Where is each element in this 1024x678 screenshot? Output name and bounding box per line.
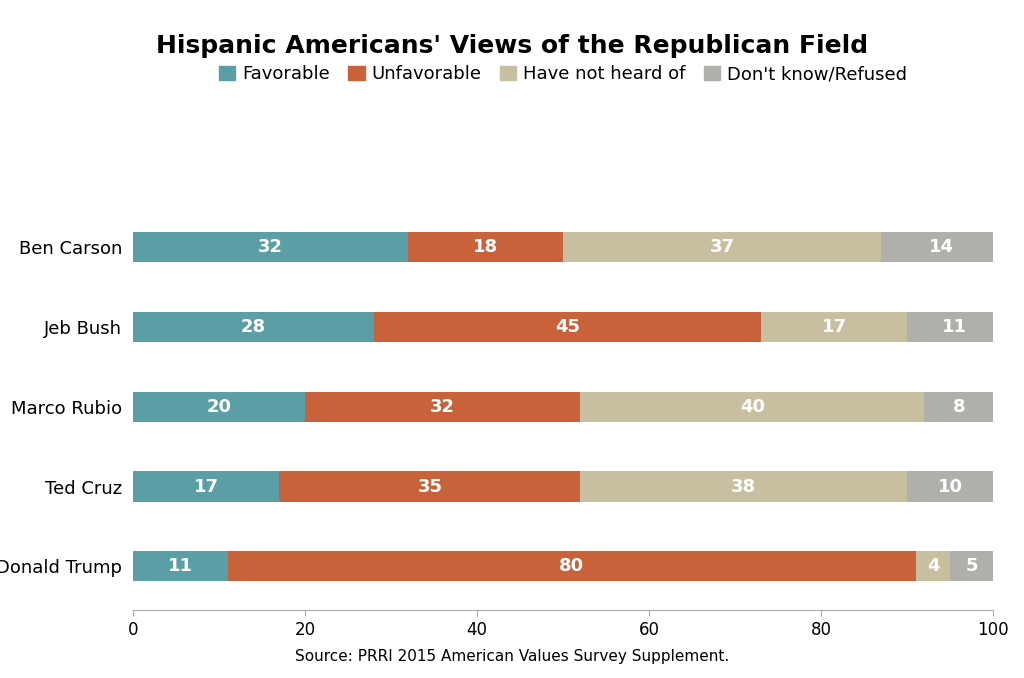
Bar [581, 471, 907, 502]
Text: 17: 17 [194, 477, 219, 496]
Bar [280, 471, 581, 502]
Text: 35: 35 [418, 477, 442, 496]
Text: 80: 80 [559, 557, 585, 576]
Text: 32: 32 [430, 398, 456, 416]
Bar [305, 392, 581, 422]
Bar [925, 392, 993, 422]
Bar [409, 232, 563, 262]
Bar [907, 312, 1001, 342]
Text: 11: 11 [168, 557, 193, 576]
Text: 37: 37 [710, 238, 735, 256]
Text: 8: 8 [952, 398, 966, 416]
Bar [882, 232, 1001, 262]
Text: 18: 18 [473, 238, 499, 256]
Bar [915, 551, 950, 582]
Text: 32: 32 [258, 238, 284, 256]
Text: 10: 10 [938, 477, 963, 496]
Text: 38: 38 [731, 477, 757, 496]
Text: Hispanic Americans' Views of the Republican Field: Hispanic Americans' Views of the Republi… [156, 34, 868, 58]
Bar [133, 232, 409, 262]
Bar [950, 551, 993, 582]
Legend: Favorable, Unfavorable, Have not heard of, Don't know/Refused: Favorable, Unfavorable, Have not heard o… [212, 58, 914, 90]
Text: 4: 4 [927, 557, 939, 576]
Bar [761, 312, 907, 342]
Text: 20: 20 [207, 398, 231, 416]
Text: 14: 14 [929, 238, 954, 256]
Bar [133, 551, 227, 582]
Bar [563, 232, 882, 262]
Bar [133, 392, 305, 422]
Text: 28: 28 [241, 318, 266, 336]
Text: 5: 5 [966, 557, 978, 576]
Bar [374, 312, 761, 342]
Bar [227, 551, 915, 582]
Bar [581, 392, 925, 422]
Text: 11: 11 [942, 318, 967, 336]
Bar [133, 471, 280, 502]
Text: 17: 17 [821, 318, 847, 336]
Bar [907, 471, 993, 502]
Text: 45: 45 [555, 318, 580, 336]
Bar [133, 312, 374, 342]
Text: 40: 40 [740, 398, 765, 416]
Text: Source: PRRI 2015 American Values Survey Supplement.: Source: PRRI 2015 American Values Survey… [295, 650, 729, 664]
